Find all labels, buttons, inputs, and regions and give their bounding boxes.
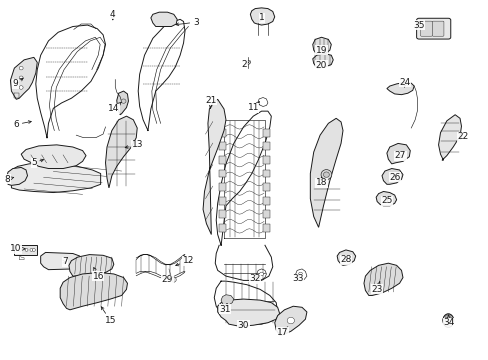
Ellipse shape — [19, 86, 23, 89]
FancyBboxPatch shape — [420, 21, 431, 36]
Polygon shape — [14, 244, 37, 255]
Text: 17: 17 — [276, 327, 288, 337]
Polygon shape — [263, 224, 269, 232]
Text: 32: 32 — [249, 274, 261, 283]
Polygon shape — [386, 143, 409, 164]
Polygon shape — [363, 263, 402, 296]
Polygon shape — [386, 82, 413, 95]
Text: 2: 2 — [241, 60, 248, 69]
Text: 12: 12 — [175, 256, 194, 266]
Text: 7: 7 — [62, 257, 68, 266]
Ellipse shape — [19, 248, 21, 251]
Polygon shape — [438, 115, 461, 160]
Text: 31: 31 — [219, 303, 230, 314]
Polygon shape — [263, 142, 269, 150]
Polygon shape — [263, 183, 269, 191]
Text: 21: 21 — [205, 96, 217, 108]
Text: 13: 13 — [125, 140, 142, 149]
Polygon shape — [312, 54, 332, 68]
Polygon shape — [219, 211, 225, 219]
Polygon shape — [219, 142, 225, 150]
Polygon shape — [11, 163, 101, 193]
Ellipse shape — [25, 248, 28, 251]
Ellipse shape — [323, 172, 329, 177]
Polygon shape — [274, 306, 306, 335]
Polygon shape — [219, 170, 225, 177]
Ellipse shape — [298, 272, 302, 276]
Text: 30: 30 — [237, 321, 249, 330]
Text: 11: 11 — [247, 102, 259, 112]
Text: 9: 9 — [12, 78, 23, 89]
Ellipse shape — [246, 60, 250, 64]
Polygon shape — [219, 224, 225, 232]
Text: 24: 24 — [399, 78, 410, 87]
Polygon shape — [151, 12, 177, 27]
Polygon shape — [336, 250, 355, 265]
Text: 26: 26 — [388, 173, 400, 182]
Text: 16: 16 — [92, 267, 104, 280]
Polygon shape — [263, 129, 269, 136]
Polygon shape — [69, 255, 114, 276]
Polygon shape — [105, 116, 137, 188]
Polygon shape — [312, 37, 330, 55]
Text: 3: 3 — [176, 18, 198, 27]
Polygon shape — [263, 156, 269, 164]
Text: 10: 10 — [10, 244, 25, 253]
Text: 23: 23 — [371, 282, 382, 294]
Ellipse shape — [444, 315, 451, 323]
Polygon shape — [219, 183, 225, 191]
FancyBboxPatch shape — [431, 21, 443, 36]
Polygon shape — [263, 170, 269, 177]
Polygon shape — [310, 118, 342, 227]
Ellipse shape — [171, 277, 176, 282]
Text: 4: 4 — [110, 10, 116, 20]
Polygon shape — [219, 156, 225, 164]
Polygon shape — [263, 211, 269, 219]
Polygon shape — [203, 99, 225, 234]
Text: 22: 22 — [456, 132, 468, 141]
Polygon shape — [10, 57, 37, 99]
FancyBboxPatch shape — [416, 18, 450, 39]
Polygon shape — [6, 167, 27, 185]
Text: 8: 8 — [5, 175, 14, 184]
Text: 19: 19 — [315, 46, 326, 55]
Text: 27: 27 — [394, 151, 406, 160]
Text: 1: 1 — [259, 13, 264, 22]
Text: 25: 25 — [381, 196, 392, 205]
Polygon shape — [381, 168, 402, 184]
Text: 14: 14 — [108, 102, 121, 113]
Ellipse shape — [30, 248, 33, 251]
Ellipse shape — [259, 272, 263, 276]
Polygon shape — [117, 91, 128, 115]
Ellipse shape — [442, 314, 453, 327]
Polygon shape — [375, 192, 396, 206]
Text: 5: 5 — [31, 158, 43, 167]
Text: 20: 20 — [315, 61, 326, 70]
Text: 15: 15 — [101, 307, 116, 325]
Text: 35: 35 — [412, 21, 424, 30]
Text: 6: 6 — [13, 120, 31, 129]
Text: 28: 28 — [340, 255, 351, 264]
Ellipse shape — [32, 248, 35, 251]
Ellipse shape — [121, 99, 126, 103]
Ellipse shape — [19, 76, 23, 80]
Text: 33: 33 — [292, 274, 303, 283]
Text: 18: 18 — [315, 177, 326, 187]
Ellipse shape — [321, 170, 331, 180]
Polygon shape — [60, 273, 127, 310]
Text: 29: 29 — [162, 275, 173, 284]
Text: 34: 34 — [443, 315, 454, 327]
Polygon shape — [217, 299, 279, 326]
Polygon shape — [219, 129, 225, 136]
Polygon shape — [21, 145, 86, 168]
Polygon shape — [41, 252, 82, 270]
Polygon shape — [250, 8, 274, 25]
Polygon shape — [221, 295, 233, 306]
Ellipse shape — [286, 318, 294, 324]
Polygon shape — [219, 197, 225, 205]
Ellipse shape — [19, 66, 23, 70]
Polygon shape — [263, 197, 269, 205]
